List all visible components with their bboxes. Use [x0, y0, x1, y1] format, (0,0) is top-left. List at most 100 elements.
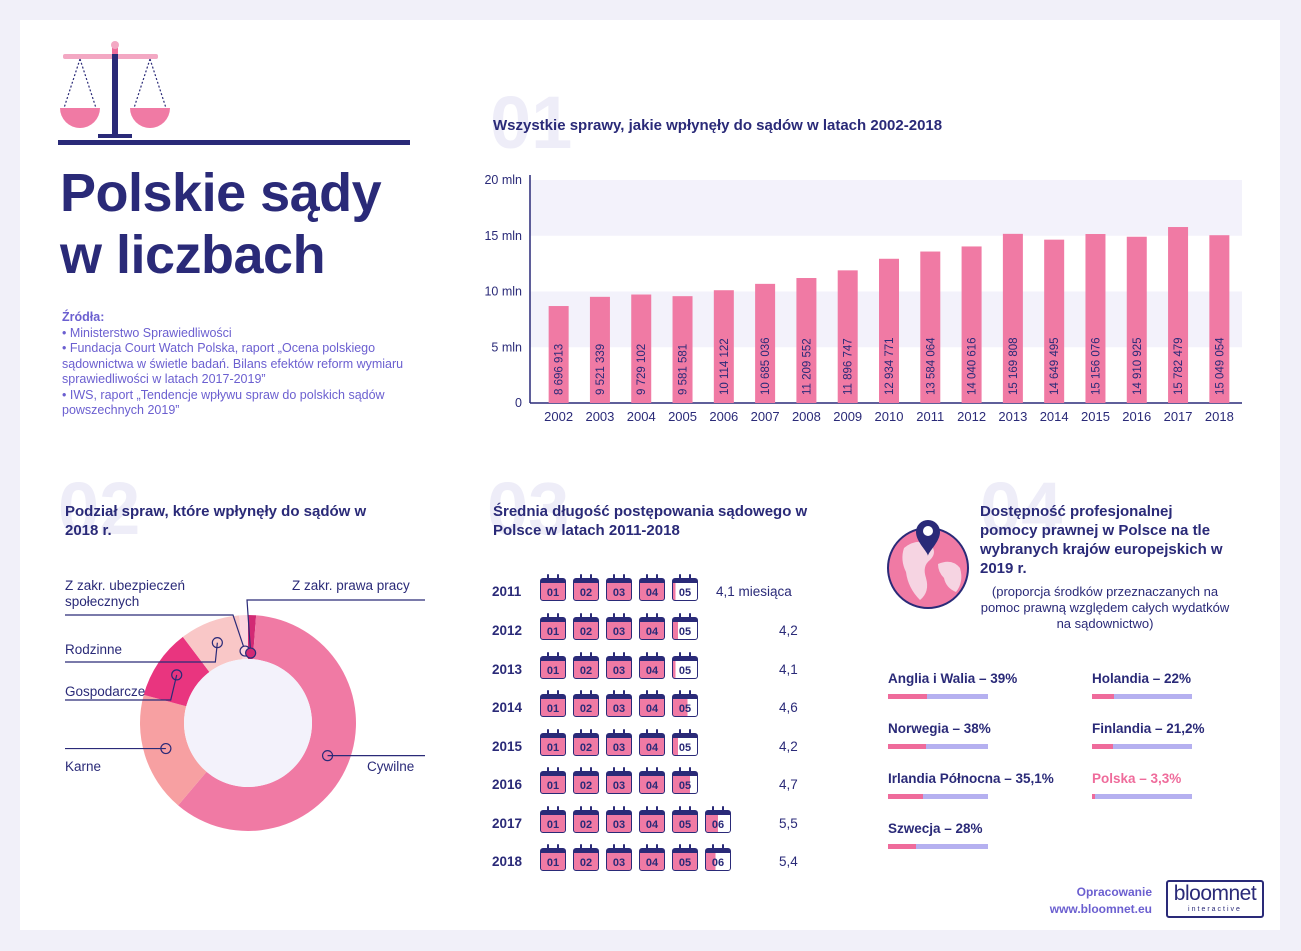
- duration-year: 2013: [492, 662, 523, 677]
- calendar-label: 01: [546, 626, 560, 638]
- bar-value-label: 15 169 808: [1008, 337, 1020, 395]
- legal-aid-item: Finlandia – 21,2%: [1092, 720, 1282, 749]
- calendar-label: 05: [678, 819, 692, 831]
- legal-aid-track: [1092, 744, 1192, 749]
- calendar-label: 03: [612, 703, 626, 715]
- legal-aid-fill: [888, 844, 916, 849]
- calendar-label: 03: [612, 819, 626, 831]
- bar: [961, 246, 982, 403]
- bar-value-label: 15 156 076: [1090, 337, 1102, 395]
- bar: [631, 294, 652, 403]
- calendar-label: 04: [645, 665, 659, 677]
- bar-value-label: 9 521 339: [595, 344, 607, 395]
- legal-aid-track: [888, 694, 988, 699]
- calendar-icon: 01: [540, 652, 566, 679]
- duration-year: 2014: [492, 700, 523, 715]
- pie-label-labour: Z zakr. prawa pracy: [292, 578, 410, 593]
- donut-slice: [143, 636, 210, 707]
- calendar-icon: 05: [672, 729, 698, 756]
- duration-value: 4,7: [779, 777, 798, 792]
- calendar-label: 01: [546, 857, 560, 869]
- calendar-label: 02: [579, 587, 593, 599]
- calendar-label: 04: [645, 780, 659, 792]
- calendar-label: 04: [645, 587, 659, 599]
- calendar-icon: 03: [606, 806, 632, 833]
- calendar-label: 02: [579, 703, 593, 715]
- bar: [713, 290, 734, 403]
- bloomnet-logo: bloomnet interactive: [1166, 880, 1264, 918]
- duration-year: 2015: [492, 739, 523, 754]
- bar-value-label: 14 910 925: [1132, 337, 1144, 395]
- calendar-label: 05: [678, 742, 692, 754]
- page-title-line2: w liczbach: [60, 225, 326, 285]
- calendar-icon: 02: [573, 844, 599, 871]
- calendar-icon: 03: [606, 729, 632, 756]
- calendar-label: 04: [645, 626, 659, 638]
- pie-label-criminal: Karne: [65, 759, 102, 774]
- leader-dot: [211, 637, 223, 649]
- calendar-icon: 05: [672, 806, 698, 833]
- donut-hole: [184, 659, 312, 787]
- bar-value-label: 15 782 479: [1173, 337, 1185, 395]
- bar: [1168, 227, 1189, 403]
- source-item: • Fundacja Court Watch Polska, raport „O…: [62, 341, 404, 386]
- bar-value-label: 9 581 581: [678, 344, 690, 395]
- footer-url[interactable]: www.bloomnet.eu: [1049, 902, 1152, 916]
- calendar-label: 02: [579, 665, 593, 677]
- legal-aid-item: Norwegia – 38%: [888, 720, 1078, 749]
- y-tick-label: 15 mln: [484, 229, 522, 243]
- bar: [879, 258, 899, 403]
- scales-icon: [58, 41, 410, 145]
- bar: [1002, 233, 1023, 403]
- page-title-line1: Polskie sądy: [60, 163, 382, 223]
- calendar-icon: 01: [540, 767, 566, 794]
- calendar-icon: 03: [606, 652, 632, 679]
- calendar-icon: 04: [639, 652, 665, 679]
- calendar-icon: 03: [606, 844, 632, 871]
- donut-slice: [140, 694, 207, 806]
- bar: [920, 251, 941, 403]
- calendar-label: 01: [546, 665, 560, 677]
- calendar-icon: 02: [573, 574, 599, 601]
- calendar-icon: 04: [639, 767, 665, 794]
- y-tick-label: 0: [515, 396, 522, 410]
- page-title: Polskie sądy w liczbach: [60, 162, 382, 286]
- legal-aid-track: [1092, 694, 1192, 699]
- calendar-icon: 01: [540, 574, 566, 601]
- duration-row: 2012 01 02 03 04 05 4,2: [492, 613, 812, 647]
- calendar-label: 03: [612, 665, 626, 677]
- y-tick-label: 10 mln: [484, 285, 522, 299]
- calendar-label: 05: [678, 780, 692, 792]
- calendar-icon: 05: [672, 844, 698, 871]
- x-tick-label: 2007: [751, 409, 780, 424]
- legal-aid-item: Anglia i Walia – 39%: [888, 670, 1078, 699]
- legal-aid-label: Irlandia Północna – 35,1%: [888, 771, 1054, 786]
- bar-value-label: 10 114 122: [719, 338, 731, 395]
- calendar-label: 03: [612, 857, 626, 869]
- bar-value-label: 12 934 771: [884, 337, 896, 395]
- x-tick-label: 2011: [916, 409, 944, 424]
- calendar-icon: 02: [573, 652, 599, 679]
- leader-dot: [171, 669, 183, 681]
- leader-line: [65, 614, 246, 652]
- calendar-icon: 04: [639, 844, 665, 871]
- calendar-icon: 01: [540, 729, 566, 756]
- calendar-icon: 05: [672, 652, 698, 679]
- cases-bar-chart: 0 5 mln 10 mln 15 mln 20 mln 8 696 913 2002 9 5…: [484, 173, 1242, 424]
- section1-title: Wszystkie sprawy, jakie wpłynęły do sądó…: [493, 117, 943, 134]
- leader-dot: [245, 647, 257, 659]
- x-tick-label: 2002: [544, 409, 573, 424]
- bar-value-label: 14 040 616: [967, 337, 979, 395]
- leader-line: [65, 642, 218, 663]
- x-tick-label: 2010: [875, 409, 904, 424]
- legal-aid-fill: [1092, 694, 1114, 699]
- pie-label-civil: Cywilne: [367, 759, 415, 774]
- legal-aid-track: [888, 844, 988, 849]
- bar-value-label: 10 685 036: [760, 337, 772, 395]
- calendar-label: 03: [612, 780, 626, 792]
- bar: [589, 296, 610, 403]
- legal-aid-label: Norwegia – 38%: [888, 721, 991, 736]
- y-tick-label: 5 mln: [491, 340, 522, 354]
- legal-aid-label: Anglia i Walia – 39%: [888, 671, 1018, 686]
- calendar-label: 02: [579, 780, 593, 792]
